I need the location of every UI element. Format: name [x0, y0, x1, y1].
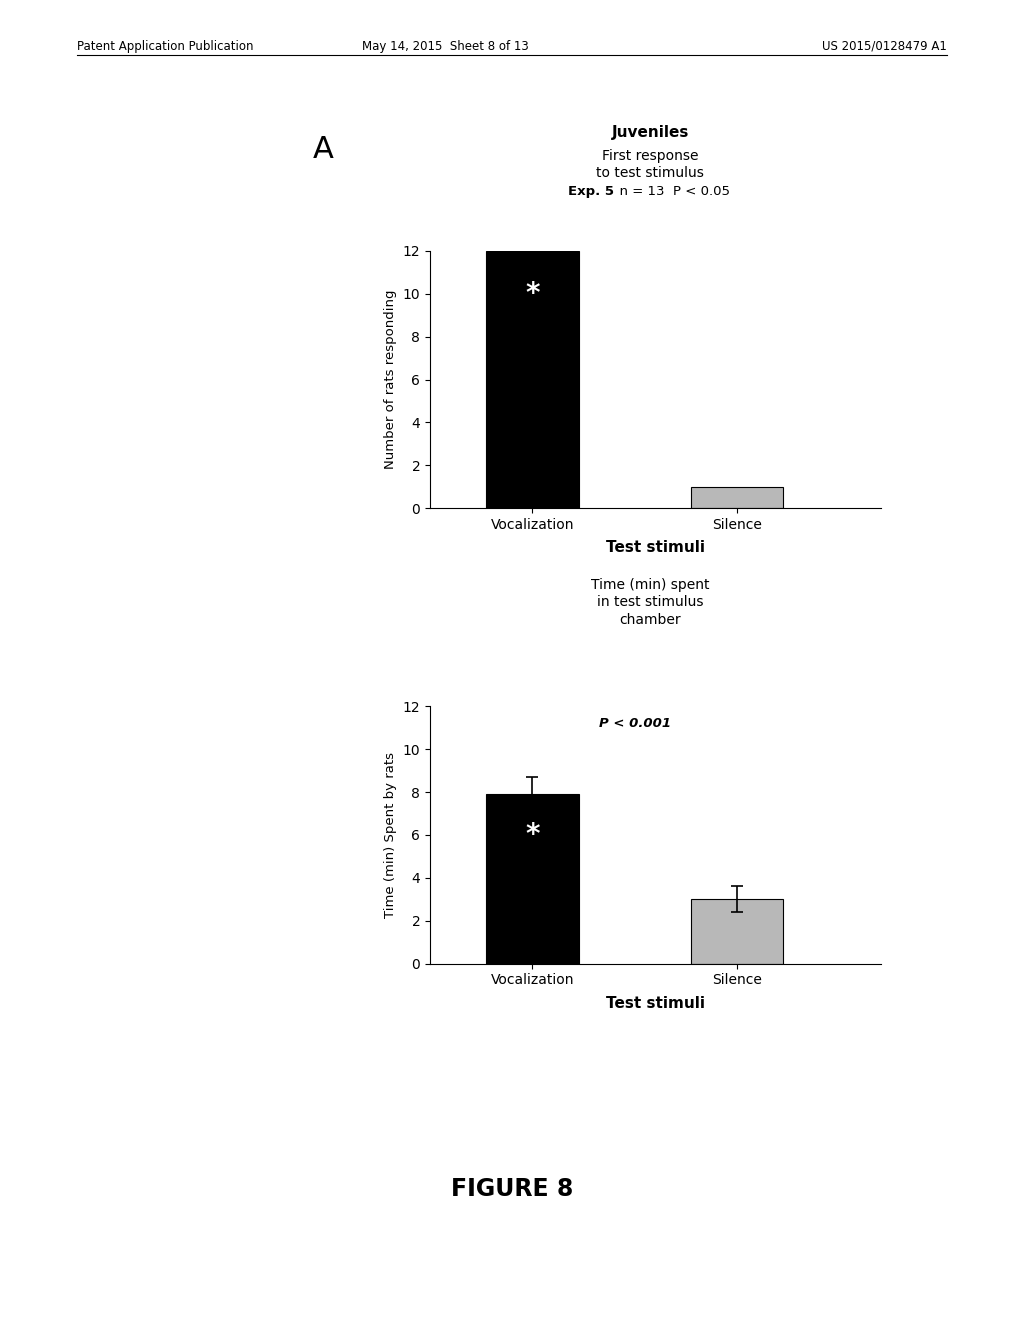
Text: Patent Application Publication: Patent Application Publication	[77, 40, 253, 53]
Text: P < 0.001: P < 0.001	[599, 717, 671, 730]
Text: n = 13  P < 0.05: n = 13 P < 0.05	[611, 185, 730, 198]
Text: May 14, 2015  Sheet 8 of 13: May 14, 2015 Sheet 8 of 13	[362, 40, 528, 53]
Text: *: *	[525, 821, 540, 849]
Y-axis label: Time (min) Spent by rats: Time (min) Spent by rats	[384, 752, 397, 917]
Text: Time (min) spent
in test stimulus
chamber: Time (min) spent in test stimulus chambe…	[591, 578, 710, 627]
Text: FIGURE 8: FIGURE 8	[451, 1177, 573, 1201]
X-axis label: Test stimuli: Test stimuli	[606, 995, 705, 1011]
Text: US 2015/0128479 A1: US 2015/0128479 A1	[822, 40, 947, 53]
X-axis label: Test stimuli: Test stimuli	[606, 540, 705, 556]
Text: *: *	[525, 280, 540, 308]
Text: Exp. 5: Exp. 5	[568, 185, 614, 198]
Bar	[486, 251, 579, 508]
Text: Juveniles: Juveniles	[611, 125, 689, 140]
Y-axis label: Number of rats responding: Number of rats responding	[384, 290, 397, 469]
Bar	[486, 795, 579, 964]
Bar	[691, 487, 783, 508]
Bar	[691, 899, 783, 964]
Text: First response
to test stimulus: First response to test stimulus	[596, 149, 705, 181]
Text: A: A	[312, 135, 333, 164]
